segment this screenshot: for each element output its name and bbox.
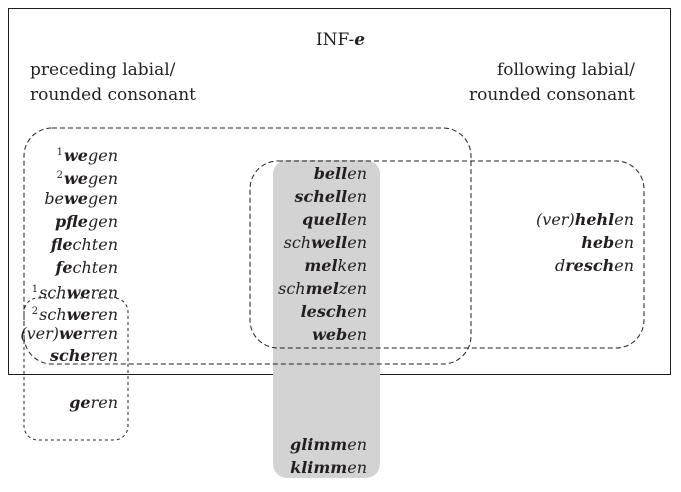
- left-word: geren: [69, 393, 118, 412]
- right-word: (ver)hehlen: [536, 210, 634, 229]
- middle-word: quellen: [302, 210, 367, 229]
- middle-word: klimmen: [290, 458, 367, 477]
- middle-word: schellen: [294, 187, 368, 206]
- middle-word: melken: [304, 256, 367, 275]
- middle-word: schwellen: [283, 233, 367, 252]
- left-word: 2wegen: [56, 169, 118, 188]
- left-word: scheren: [50, 346, 118, 365]
- subgroup-region: [23, 297, 129, 441]
- left-word: flechten: [50, 235, 118, 254]
- right-heading: following labial/ rounded consonant: [469, 58, 635, 108]
- right-heading-line2: rounded consonant: [468, 85, 635, 105]
- left-word: 1wegen: [56, 146, 118, 165]
- left-word: fechten: [55, 258, 118, 277]
- right-word: heben: [581, 233, 634, 252]
- left-heading-line1: preceding labial/: [30, 60, 176, 80]
- middle-word: bellen: [313, 164, 367, 183]
- left-word: 2schweren: [31, 305, 118, 324]
- left-word: pflegen: [54, 212, 118, 231]
- left-heading-line2: rounded consonant: [30, 85, 197, 105]
- diagram-title: INF-e: [315, 30, 366, 50]
- middle-word: weben: [312, 325, 367, 344]
- middle-word: glimmen: [290, 435, 367, 454]
- gray-column-region: [273, 160, 380, 478]
- left-heading: preceding labial/ rounded consonant: [30, 58, 196, 108]
- left-word: bewegen: [44, 189, 118, 208]
- middle-word: schmelzen: [278, 279, 367, 298]
- middle-word: leschen: [300, 302, 367, 321]
- left-word: 1schweren: [31, 283, 118, 302]
- left-word: (ver)werren: [20, 324, 118, 343]
- preceding-labial-region: [23, 127, 472, 365]
- right-heading-line1: following labial/: [496, 60, 635, 80]
- following-labial-region: [249, 160, 645, 349]
- right-word: dreschen: [554, 256, 634, 275]
